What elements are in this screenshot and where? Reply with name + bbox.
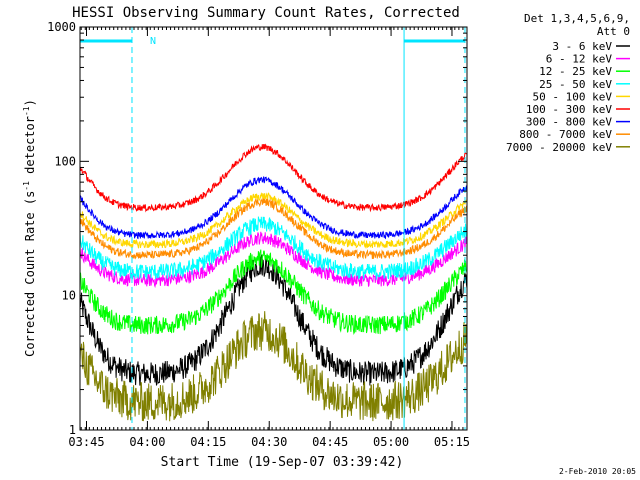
series-layer xyxy=(79,143,468,422)
y-axis-label-main: Corrected Count Rate (s xyxy=(23,191,37,357)
y-tick-label: 10 xyxy=(62,289,76,303)
series-line-5 xyxy=(79,192,468,249)
legend-label: 300 - 800 keV xyxy=(526,116,612,129)
legend-label: 3 - 6 keV xyxy=(552,40,612,53)
legend-label: 800 - 7000 keV xyxy=(519,128,612,141)
plot-frame xyxy=(79,26,468,431)
x-tick-label: 04:30 xyxy=(251,435,287,449)
chart-title: HESSI Observing Summary Count Rates, Cor… xyxy=(72,5,460,21)
y-axis: 1 10 100 1000 xyxy=(47,20,467,437)
legend-header-line1: Det 1,3,4,5,6,9, xyxy=(524,12,630,25)
x-tick-label: 04:45 xyxy=(312,435,348,449)
series-line-3 xyxy=(79,249,468,336)
x-tick-label: 05:00 xyxy=(373,435,409,449)
x-axis: 03:45 04:00 04:15 04:30 04:45 05:00 05:15 xyxy=(68,27,470,449)
legend-label: 12 - 25 keV xyxy=(539,65,612,78)
y-axis-label: Corrected Count Rate (s-1 detector-1) xyxy=(22,99,37,357)
y-axis-label-mid: detector xyxy=(23,116,37,181)
legend-label: 100 - 300 keV xyxy=(526,103,612,116)
x-tick-label: 04:15 xyxy=(190,435,226,449)
x-axis-label: Start Time (19-Sep-07 03:39:42) xyxy=(161,455,404,470)
x-tick-label: 05:15 xyxy=(434,435,470,449)
y-tick-label: 1 xyxy=(69,423,76,437)
legend-label: 50 - 100 keV xyxy=(533,90,613,103)
series-line-6 xyxy=(79,143,468,213)
y-tick-label: 100 xyxy=(54,154,76,168)
series-line-9 xyxy=(79,311,468,422)
series-line-2 xyxy=(79,231,468,289)
y-axis-label-sup1: -1 xyxy=(22,181,31,191)
series-line-1 xyxy=(79,254,468,386)
night-label: N xyxy=(150,36,156,47)
legend-label: 7000 - 20000 keV xyxy=(506,141,612,154)
legend-label: 6 - 12 keV xyxy=(546,53,613,66)
x-tick-label: 04:00 xyxy=(129,435,165,449)
legend-label: 25 - 50 keV xyxy=(539,78,612,91)
y-axis-label-end: ) xyxy=(23,99,37,106)
x-tick-label: 03:45 xyxy=(68,435,104,449)
date-stamp: 2-Feb-2010 20:05 xyxy=(559,467,636,476)
annotation-layer: N xyxy=(80,27,466,430)
y-axis-label-sup2: -1 xyxy=(22,106,31,116)
legend-header-line2: Att 0 xyxy=(597,25,630,38)
series-line-8 xyxy=(79,197,468,260)
series-line-4 xyxy=(79,216,468,280)
y-tick-label: 1000 xyxy=(47,20,76,34)
series-line-7 xyxy=(79,176,468,240)
